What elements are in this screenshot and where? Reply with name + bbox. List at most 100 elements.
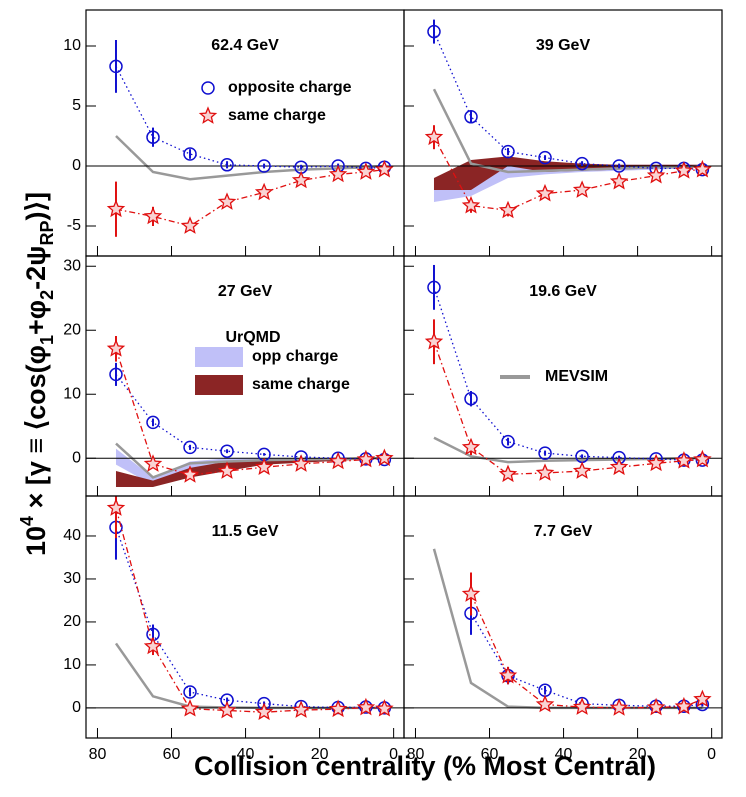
data-line xyxy=(470,613,703,707)
marker xyxy=(646,453,666,472)
y-tick-label: 0 xyxy=(72,157,81,174)
marker xyxy=(143,454,163,472)
marker xyxy=(180,465,200,483)
marker xyxy=(498,200,518,219)
marker xyxy=(217,700,237,719)
marker xyxy=(572,697,592,715)
data-line xyxy=(115,507,385,713)
marker xyxy=(498,464,518,483)
panel-title: 11.5 GeV xyxy=(212,523,279,540)
y-tick-label: 30 xyxy=(63,570,81,587)
panel-title: 62.4 GeV xyxy=(211,37,279,54)
panel xyxy=(404,548,722,716)
panel xyxy=(404,19,722,219)
legend-swatch xyxy=(195,347,243,367)
y-tick-label: 20 xyxy=(63,613,81,630)
data-line xyxy=(115,527,385,709)
x-tick-label: 40 xyxy=(237,746,255,763)
y-label-part: 4 xyxy=(17,516,37,526)
marker xyxy=(609,698,629,716)
legend-label: same charge xyxy=(252,376,350,393)
marker xyxy=(609,171,629,190)
marker xyxy=(609,457,629,476)
marker xyxy=(674,696,694,715)
marker xyxy=(424,332,444,350)
marker xyxy=(220,158,234,172)
y-label-part: -2ψ xyxy=(21,246,51,290)
data-line xyxy=(433,287,703,461)
panel-title: 19.6 GeV xyxy=(529,283,597,300)
marker xyxy=(538,150,552,165)
marker xyxy=(674,451,694,469)
panel xyxy=(86,496,404,721)
y-label-part: 10 xyxy=(21,526,51,556)
panel xyxy=(86,336,404,488)
y-tick-label: 40 xyxy=(63,527,81,544)
legend-marker xyxy=(201,81,215,95)
y-tick-label: 0 xyxy=(72,449,81,466)
legend-label: MEVSIM xyxy=(545,368,608,385)
marker xyxy=(328,699,348,718)
x-axis-label: Collision centrality (% Most Central) xyxy=(194,751,656,781)
marker xyxy=(461,195,481,214)
data-line xyxy=(433,341,703,475)
x-tick-label: 40 xyxy=(555,746,573,763)
marker xyxy=(106,498,126,516)
marker xyxy=(375,699,394,717)
marker xyxy=(375,159,394,178)
marker xyxy=(427,280,441,295)
y-tick-label: 0 xyxy=(72,699,81,716)
marker xyxy=(217,192,237,210)
marker xyxy=(291,700,311,718)
marker xyxy=(674,161,694,179)
x-tick-label: 80 xyxy=(407,746,425,763)
legend-label: same charge xyxy=(228,107,326,124)
mevsim-line xyxy=(432,548,703,710)
y-label-part: × [γ ≡ ⟨cos(φ xyxy=(21,345,51,516)
y-axis-label: 104 × [γ ≡ ⟨cos(φ1+φ2-2ψRP)⟩] xyxy=(17,192,57,556)
legend-title: UrQMD xyxy=(225,329,280,346)
marker xyxy=(356,449,376,468)
marker xyxy=(538,446,552,460)
marker xyxy=(143,636,163,655)
marker xyxy=(464,110,478,124)
y-label-part: +φ xyxy=(21,300,51,335)
marker xyxy=(535,183,555,202)
marker xyxy=(106,339,126,357)
marker xyxy=(183,440,197,455)
mevsim-line xyxy=(432,88,703,174)
urqmd-band xyxy=(433,156,703,190)
marker xyxy=(143,206,163,225)
marker xyxy=(291,454,311,472)
x-tick-label: 60 xyxy=(481,746,499,763)
x-tick-label: 20 xyxy=(629,746,647,763)
marker xyxy=(535,463,555,481)
marker xyxy=(220,444,234,458)
marker xyxy=(180,699,200,717)
marker xyxy=(109,59,123,74)
marker xyxy=(498,665,518,684)
y-tick-label: 10 xyxy=(63,385,81,402)
y-label-part: 1 xyxy=(37,335,57,345)
marker xyxy=(109,367,123,382)
x-tick-label: 0 xyxy=(389,746,398,763)
marker xyxy=(146,415,160,430)
marker xyxy=(328,164,348,183)
data-line xyxy=(470,593,703,709)
marker xyxy=(693,689,712,708)
legend-label: opposite charge xyxy=(228,79,352,96)
marker xyxy=(328,451,348,470)
data-line xyxy=(115,66,385,170)
legend-marker xyxy=(198,106,218,124)
marker xyxy=(646,697,666,716)
marker xyxy=(501,144,515,159)
y-tick-label: 5 xyxy=(72,97,81,114)
marker xyxy=(254,702,274,721)
marker xyxy=(183,147,197,161)
marker xyxy=(254,182,274,201)
y-label-part: )⟩] xyxy=(21,192,51,221)
legend-label: opp charge xyxy=(252,348,338,365)
legend-swatch xyxy=(195,375,243,395)
marker xyxy=(572,180,592,198)
marker xyxy=(356,162,376,180)
